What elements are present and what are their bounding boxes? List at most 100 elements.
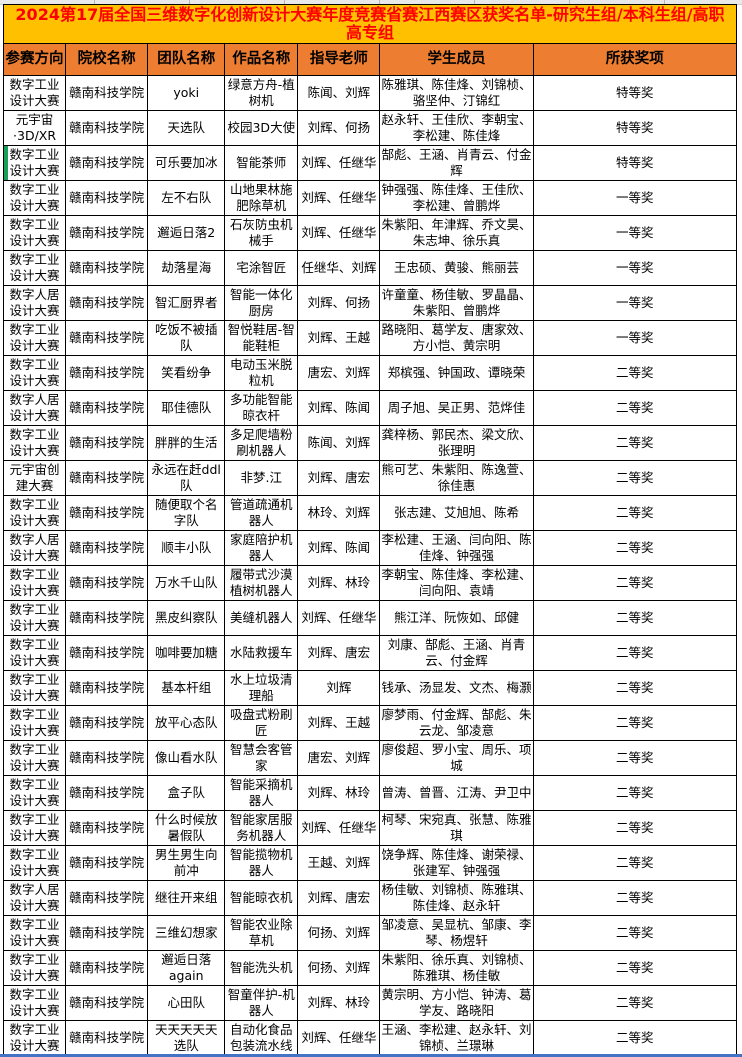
cell-teachers[interactable]: 刘辉、王越 <box>297 705 381 741</box>
cell-team[interactable]: 吃饭不被插队 <box>147 320 226 356</box>
cell-work[interactable]: 智能揽物机器人 <box>224 845 299 881</box>
cell-direction[interactable]: 数字工业设计大赛 <box>2 705 67 741</box>
cell-school[interactable]: 赣南科技学院 <box>65 355 149 391</box>
cell-direction[interactable]: 元宇宙创建大赛 <box>2 460 67 496</box>
cell-teachers[interactable]: 陈闻、刘辉 <box>297 425 381 461</box>
cell-award[interactable]: 一等奖 <box>532 320 738 356</box>
cell-team[interactable]: 邂逅日落2 <box>147 215 226 251</box>
cell-team[interactable]: 黑皮纠察队 <box>147 600 226 636</box>
cell-students[interactable]: 许童童、杨佳敏、罗晶晶、朱紫阳、曾鹏烨 <box>379 285 534 321</box>
column-header[interactable]: 作品名称 <box>224 43 299 76</box>
cell-work[interactable]: 智能晾衣机 <box>224 880 299 916</box>
cell-school[interactable]: 赣南科技学院 <box>65 1020 149 1056</box>
cell-teachers[interactable]: 刘辉、王越 <box>297 320 381 356</box>
cell-work[interactable]: 电动玉米脱粒机 <box>224 355 299 391</box>
cell-team[interactable]: 男生男生向前冲 <box>147 845 226 881</box>
cell-teachers[interactable]: 刘辉、陈闻 <box>297 530 381 566</box>
cell-students[interactable]: 刘康、郜彪、王涵、肖青云、付金辉 <box>379 635 534 671</box>
cell-team[interactable]: 顺丰小队 <box>147 530 226 566</box>
cell-students[interactable]: 郑槟强、钟国政、谭晓荣 <box>379 355 534 391</box>
cell-direction[interactable]: 数字工业设计大赛 <box>2 950 67 986</box>
cell-team[interactable]: 邂逅日落again <box>147 950 226 986</box>
cell-students[interactable]: 李松建、王涵、闫向阳、陈佳烽、钟强强 <box>379 530 534 566</box>
cell-students[interactable]: 龚梓杨、郭民杰、梁文欣、张理明 <box>379 425 534 461</box>
cell-award[interactable]: 特等奖 <box>532 145 738 181</box>
cell-direction[interactable]: 数字工业设计大赛 <box>2 75 67 111</box>
cell-direction[interactable]: 数字人居设计大赛 <box>2 285 67 321</box>
cell-school[interactable]: 赣南科技学院 <box>65 705 149 741</box>
cell-teachers[interactable]: 刘辉、任继华 <box>297 810 381 846</box>
cell-school[interactable]: 赣南科技学院 <box>65 145 149 181</box>
cell-work[interactable]: 智悦鞋居-智能鞋柜 <box>224 320 299 356</box>
cell-school[interactable]: 赣南科技学院 <box>65 180 149 216</box>
cell-award[interactable]: 一等奖 <box>532 250 738 286</box>
column-header[interactable]: 参赛方向 <box>2 43 67 76</box>
cell-award[interactable]: 二等奖 <box>532 740 738 776</box>
cell-students[interactable]: 柯琴、宋宛真、张慧、陈雅琪 <box>379 810 534 846</box>
cell-school[interactable]: 赣南科技学院 <box>65 880 149 916</box>
cell-team[interactable]: 盒子队 <box>147 775 226 811</box>
cell-students[interactable]: 周子旭、吴正男、范烨佳 <box>379 390 534 426</box>
cell-students[interactable]: 朱紫阳、年津辉、乔文昊、朱志坤、徐乐真 <box>379 215 534 251</box>
cell-award[interactable]: 二等奖 <box>532 635 738 671</box>
cell-award[interactable]: 二等奖 <box>532 390 738 426</box>
cell-team[interactable]: 继往开来组 <box>147 880 226 916</box>
cell-students[interactable]: 陈雅琪、陈佳烽、刘锦桢、骆坚仲、汀锦红 <box>379 75 534 111</box>
cell-work[interactable]: 校园3D大使 <box>224 110 299 146</box>
cell-teachers[interactable]: 林玲、刘辉 <box>297 495 381 531</box>
cell-team[interactable]: 三维幻想家 <box>147 915 226 951</box>
cell-school[interactable]: 赣南科技学院 <box>65 215 149 251</box>
cell-direction[interactable]: 数字工业设计大赛 <box>2 740 67 776</box>
cell-work[interactable]: 吸盘式粉刷匠 <box>224 705 299 741</box>
cell-school[interactable]: 赣南科技学院 <box>65 425 149 461</box>
cell-school[interactable]: 赣南科技学院 <box>65 460 149 496</box>
cell-team[interactable]: 基本杆组 <box>147 670 226 706</box>
cell-students[interactable]: 熊可艺、朱紫阳、陈逸萱、徐佳惠 <box>379 460 534 496</box>
cell-work[interactable]: 多功能智能晾衣杆 <box>224 390 299 426</box>
column-header[interactable]: 学生成员 <box>379 43 534 76</box>
cell-award[interactable]: 二等奖 <box>532 845 738 881</box>
cell-teachers[interactable]: 何扬、刘辉 <box>297 950 381 986</box>
cell-work[interactable]: 山地果林施肥除草机 <box>224 180 299 216</box>
cell-award[interactable]: 二等奖 <box>532 915 738 951</box>
cell-direction[interactable]: 数字工业设计大赛 <box>2 250 67 286</box>
cell-school[interactable]: 赣南科技学院 <box>65 250 149 286</box>
cell-team[interactable]: 笑看纷争 <box>147 355 226 391</box>
cell-award[interactable]: 二等奖 <box>532 670 738 706</box>
sheet-title-cell[interactable]: 2024第17届全国三维数字化创新设计大赛年度竞赛省赛江西赛区获奖名单-研究生组… <box>3 4 737 44</box>
cell-team[interactable]: yoki <box>147 75 226 111</box>
cell-work[interactable]: 智能农业除草机 <box>224 915 299 951</box>
cell-team[interactable]: 永远在赶ddl队 <box>147 460 226 496</box>
cell-teachers[interactable]: 刘辉、任继华 <box>297 600 381 636</box>
cell-work[interactable]: 宅涂智匠 <box>224 250 299 286</box>
cell-work[interactable]: 履带式沙漠植树机器人 <box>224 565 299 601</box>
cell-team[interactable]: 智汇厨界者 <box>147 285 226 321</box>
cell-teachers[interactable]: 刘辉、唐宏 <box>297 880 381 916</box>
cell-teachers[interactable]: 何扬、刘辉 <box>297 915 381 951</box>
cell-award[interactable]: 二等奖 <box>532 355 738 391</box>
cell-team[interactable]: 咖啡要加糖 <box>147 635 226 671</box>
cell-award[interactable]: 二等奖 <box>532 810 738 846</box>
cell-students[interactable]: 王涵、李松建、赵永轩、刘锦桢、兰璟琳 <box>379 1020 534 1056</box>
cell-school[interactable]: 赣南科技学院 <box>65 775 149 811</box>
cell-students[interactable]: 张志建、艾旭旭、陈希 <box>379 495 534 531</box>
cell-school[interactable]: 赣南科技学院 <box>65 670 149 706</box>
cell-students[interactable]: 钟强强、陈佳烽、王佳欣、李松建、曾鹏烨 <box>379 180 534 216</box>
cell-school[interactable]: 赣南科技学院 <box>65 740 149 776</box>
cell-teachers[interactable]: 刘辉、任继华 <box>297 180 381 216</box>
cell-team[interactable]: 什么时候放暑假队 <box>147 810 226 846</box>
cell-team[interactable]: 可乐要加冰 <box>147 145 226 181</box>
cell-work[interactable]: 智能一体化厨房 <box>224 285 299 321</box>
cell-students[interactable]: 饶争辉、陈佳烽、谢荣禄、张建军、钟强强 <box>379 845 534 881</box>
cell-award[interactable]: 特等奖 <box>532 75 738 111</box>
cell-direction[interactable]: 数字工业设计大赛 <box>2 495 67 531</box>
cell-direction[interactable]: 数字工业设计大赛 <box>2 180 67 216</box>
cell-teachers[interactable]: 刘辉、任继华 <box>297 215 381 251</box>
cell-team[interactable]: 劫落星海 <box>147 250 226 286</box>
cell-direction[interactable]: 数字工业设计大赛 <box>2 425 67 461</box>
cell-teachers[interactable]: 刘辉、唐宏 <box>297 635 381 671</box>
cell-direction[interactable]: 数字工业设计大赛 <box>2 845 67 881</box>
cell-students[interactable]: 钱承、汤显发、文杰、梅灏 <box>379 670 534 706</box>
cell-direction[interactable]: 数字工业设计大赛 <box>2 985 67 1021</box>
cell-students[interactable]: 廖俊超、罗小宝、周乐、项城 <box>379 740 534 776</box>
